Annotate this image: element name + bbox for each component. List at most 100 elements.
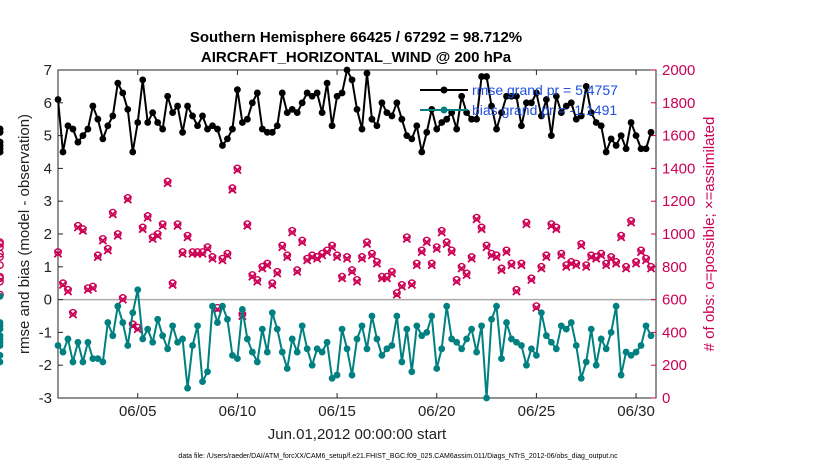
rmse-point bbox=[398, 115, 406, 123]
y-right-tick-label: 1600 bbox=[662, 128, 695, 145]
rmse-point bbox=[159, 125, 167, 133]
possible-count-marker bbox=[637, 246, 645, 255]
rmse-point bbox=[393, 99, 401, 107]
possible-count-marker bbox=[517, 259, 526, 268]
possible-count-marker bbox=[622, 262, 630, 271]
bias-point bbox=[503, 319, 510, 326]
possible-count-marker bbox=[447, 246, 456, 255]
x-axis-label: Jun.01,2012 00:00:00 start bbox=[268, 426, 447, 443]
y-right-tick-label: 400 bbox=[662, 324, 687, 341]
bias-point bbox=[328, 374, 336, 382]
rmse-point bbox=[562, 102, 570, 110]
possible-count-marker bbox=[298, 236, 307, 245]
assimilated-count-marker bbox=[307, 252, 317, 262]
bias-point bbox=[458, 345, 466, 353]
bias-point bbox=[199, 378, 206, 385]
possible-count-marker bbox=[0, 243, 4, 252]
chart-subtitle: AIRCRAFT_HORIZONTAL_WIND @ 200 hPa bbox=[201, 49, 512, 66]
possible-count-marker bbox=[283, 251, 292, 260]
assimilated-count-marker bbox=[108, 210, 118, 219]
rmse-point bbox=[293, 109, 301, 117]
rmse-point bbox=[129, 148, 137, 156]
possible-count-marker bbox=[462, 269, 471, 278]
bias-point bbox=[373, 335, 381, 343]
possible-count-marker bbox=[527, 274, 536, 283]
assimilated-count-marker bbox=[507, 260, 516, 270]
rmse-point bbox=[458, 92, 466, 100]
x-tick-label: 06/15 bbox=[318, 403, 356, 420]
bias-point bbox=[627, 351, 635, 359]
possible-count-marker bbox=[607, 253, 616, 261]
bias-point bbox=[303, 345, 311, 353]
bias-point bbox=[54, 342, 62, 349]
bias-point bbox=[353, 335, 361, 343]
legend-bias-label: bias grand pr = -1.1491 bbox=[472, 102, 617, 118]
rmse-point bbox=[199, 112, 206, 120]
bias-point bbox=[0, 325, 4, 333]
assimilated-count-marker bbox=[98, 236, 108, 245]
bias-point bbox=[174, 338, 182, 346]
y-axis-label-right: # of obs: o=possible; ×=assimilated bbox=[701, 117, 718, 352]
rmse-point bbox=[64, 122, 72, 130]
possible-count-marker bbox=[392, 289, 401, 297]
bias-point bbox=[129, 309, 137, 317]
possible-count-marker bbox=[123, 194, 132, 202]
assimilated-count-marker bbox=[552, 224, 561, 234]
assimilated-count-marker bbox=[512, 287, 521, 296]
bias-point bbox=[209, 302, 216, 310]
possible-count-marker bbox=[288, 226, 297, 235]
possible-count-marker bbox=[98, 235, 107, 243]
possible-count-marker bbox=[0, 249, 4, 258]
rmse-point bbox=[59, 148, 67, 156]
assimilated-count-marker bbox=[302, 256, 312, 265]
rmse-point bbox=[119, 89, 127, 97]
bias-point bbox=[323, 338, 331, 346]
rmse-point bbox=[528, 99, 535, 107]
bias-point bbox=[0, 332, 4, 340]
bias-point bbox=[542, 332, 550, 340]
rmse-point bbox=[149, 109, 157, 117]
assimilated-count-marker bbox=[263, 260, 272, 270]
bias-point bbox=[104, 319, 112, 326]
assimilated-count-marker bbox=[417, 247, 427, 257]
possible-count-marker bbox=[308, 251, 317, 260]
assimilated-count-marker bbox=[646, 264, 656, 273]
rmse-point bbox=[557, 109, 565, 117]
legend-bias-marker bbox=[440, 106, 448, 114]
assimilated-count-marker bbox=[596, 251, 606, 260]
assimilated-count-marker bbox=[462, 270, 471, 280]
rmse-point bbox=[443, 115, 451, 123]
possible-count-marker bbox=[338, 272, 346, 281]
possible-count-marker bbox=[218, 254, 227, 263]
possible-count-marker bbox=[407, 279, 416, 288]
assimilated-count-marker bbox=[118, 295, 128, 304]
possible-count-marker bbox=[363, 238, 371, 247]
possible-count-marker bbox=[557, 249, 566, 258]
assimilated-count-marker bbox=[432, 244, 441, 253]
possible-count-marker bbox=[507, 259, 516, 268]
assimilated-count-marker bbox=[641, 256, 651, 265]
assimilated-count-marker bbox=[168, 280, 177, 290]
assimilated-count-marker bbox=[621, 264, 631, 273]
possible-count-marker bbox=[59, 279, 67, 288]
bias-point bbox=[283, 365, 291, 372]
assimilated-count-marker bbox=[133, 324, 142, 334]
possible-count-marker bbox=[432, 243, 441, 252]
rmse-point bbox=[174, 102, 182, 110]
bias-point bbox=[572, 342, 580, 349]
bias-point bbox=[338, 325, 346, 333]
possible-count-marker bbox=[492, 251, 501, 260]
bias-point bbox=[243, 335, 251, 343]
possible-count-marker bbox=[497, 264, 506, 273]
rmse-point bbox=[333, 92, 341, 100]
bias-point bbox=[293, 348, 301, 356]
rmse-point bbox=[94, 115, 102, 123]
possible-count-marker bbox=[253, 276, 262, 284]
y-tick-label: -2 bbox=[39, 357, 52, 374]
rmse-point bbox=[383, 109, 391, 117]
assimilated-count-marker bbox=[292, 267, 302, 276]
assimilated-count-marker bbox=[153, 231, 162, 240]
possible-count-marker bbox=[442, 238, 451, 247]
assimilated-count-marker bbox=[158, 221, 167, 231]
rmse-point bbox=[179, 128, 186, 136]
